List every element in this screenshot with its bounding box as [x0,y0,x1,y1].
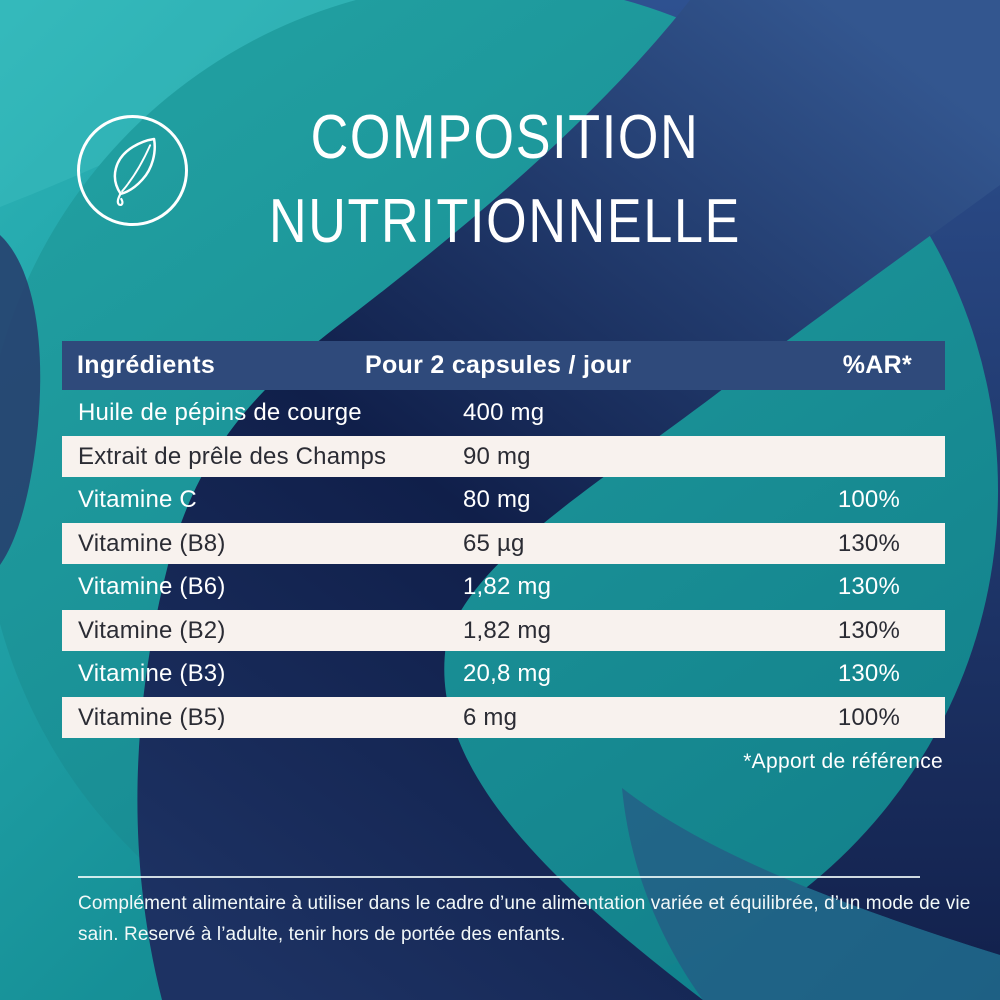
row-ingredient: Vitamine (B6) [78,573,226,600]
header-ingredients: Ingrédients [77,351,216,379]
row-amount: 80 mg [463,486,531,513]
table-body: Huile de pépins de courge 400 mg Extrait d… [62,393,945,738]
row-ar-percent: 130% [837,529,900,557]
nutrition-table: Ingrédients Pour 2 capsules / jour %AR* … [62,341,945,741]
table-row: Vitamine C 80 mg 100% [62,480,945,521]
row-ar-percent: 130% [837,573,900,600]
table-row: Huile de pépins de courge 400 mg [62,393,945,434]
row-ingredient: Vitamine (B8) [78,529,226,557]
row-ar-percent: 130% [837,616,900,644]
footer-divider [78,876,920,878]
title-line-1: COMPOSITION [310,103,700,172]
row-ingredient: Vitamine (B2) [78,616,226,644]
leaf-icon [113,137,156,206]
header-ar: %AR* [842,351,912,379]
row-ingredient: Vitamine (B5) [78,703,226,731]
row-ingredient: Huile de pépins de courge [78,399,362,426]
row-amount: 1,82 mg [463,616,552,644]
header-amount: Pour 2 capsules / jour [365,351,632,379]
table-row: Vitamine (B5) 6 mg 100% [62,697,945,738]
row-ingredient: Vitamine C [78,486,197,513]
row-ar-percent: 130% [837,660,900,687]
row-amount: 20,8 mg [463,660,552,687]
row-ingredient: Extrait de prêle des Champs [78,442,387,470]
table-row: Extrait de prêle des Champs 90 mg [62,436,945,477]
row-ar-percent: 100% [837,486,900,513]
row-ar-percent: 100% [837,703,900,731]
table-row: Vitamine (B3) 20,8 mg 130% [62,654,945,695]
table-row: Vitamine (B2) 1,82 mg 130% [62,610,945,651]
reference-footnote: *Apport de référence [743,750,943,773]
page-title: COMPOSITION NUTRITIONNELLE [180,96,830,264]
row-ingredient: Vitamine (B3) [78,660,226,687]
footer-disclaimer: Complément alimentaire à utiliser dans l… [78,893,971,945]
row-amount: 65 µg [463,529,525,557]
row-amount: 90 mg [463,442,531,470]
leaf-badge [77,115,188,226]
table-header-row: Ingrédients Pour 2 capsules / jour %AR* [62,341,945,390]
row-amount: 1,82 mg [463,573,552,600]
table-row: Vitamine (B8) 65 µg 130% [62,523,945,564]
table-row: Vitamine (B6) 1,82 mg 130% [62,567,945,608]
row-amount: 400 mg [463,399,545,426]
row-amount: 6 mg [463,703,518,731]
title-line-2: NUTRITIONNELLE [268,187,742,256]
